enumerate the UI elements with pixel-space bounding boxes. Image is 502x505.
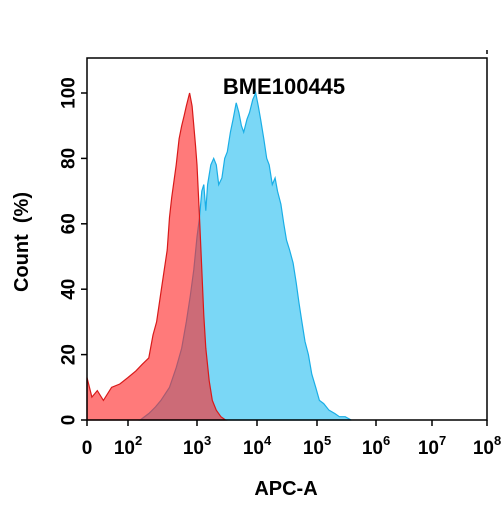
x-tick-label: 108 xyxy=(473,433,501,459)
x-tick-label: 107 xyxy=(418,433,446,459)
y-tick-label: 0 xyxy=(59,415,80,426)
x-tick-label: 104 xyxy=(243,433,272,459)
y-tick-label: 100 xyxy=(59,77,80,109)
x-tick-label: 102 xyxy=(114,433,142,459)
y-axis-label: Count (%) xyxy=(11,192,33,292)
x-axis-label: APC-A xyxy=(254,478,317,500)
y-tick-label: 20 xyxy=(59,344,80,365)
x-tick-label: 103 xyxy=(183,433,211,459)
y-tick-label: 80 xyxy=(59,148,80,169)
y-tick-label: 40 xyxy=(59,279,80,300)
y-tick-label: 60 xyxy=(59,213,80,234)
x-tick-label: 106 xyxy=(362,433,390,459)
chart-title: BME100445 xyxy=(223,74,345,99)
series-red-histogram xyxy=(86,92,228,421)
x-tick-label: 105 xyxy=(303,433,331,459)
plot-frame xyxy=(86,57,488,421)
x-tick-label: 0 xyxy=(82,438,93,459)
